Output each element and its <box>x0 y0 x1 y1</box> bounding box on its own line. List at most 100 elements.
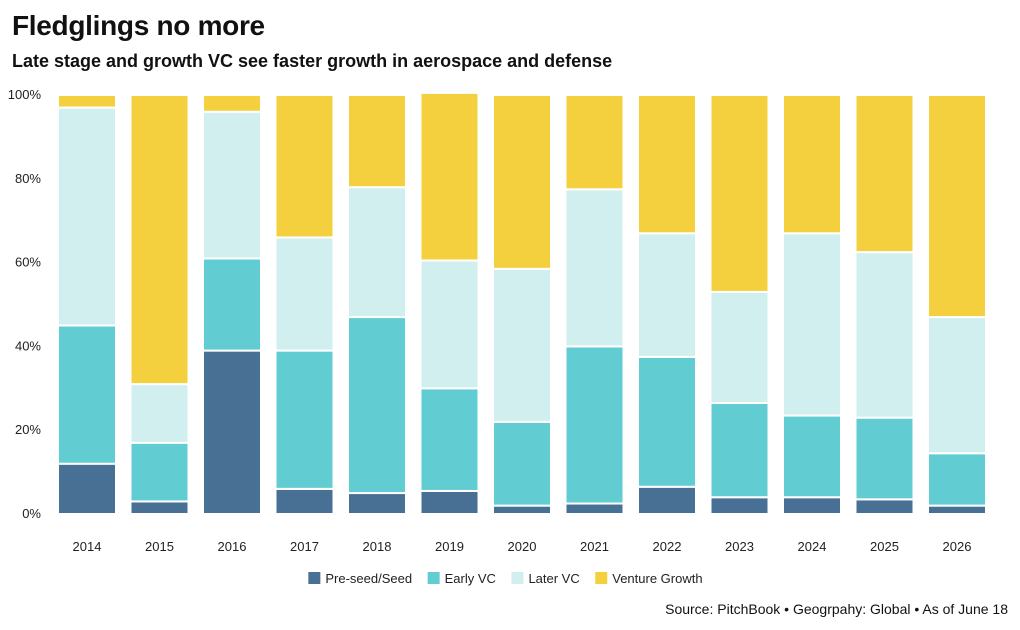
bar-stack-2015 <box>129 94 190 515</box>
bar-stack-2019 <box>419 91 480 515</box>
y-tick-label: 20% <box>15 422 41 437</box>
bar-segment-early-vc <box>492 420 552 507</box>
bar-segment-pre-seed-seed <box>129 500 190 515</box>
y-tick-label: 0% <box>22 506 41 521</box>
bar-segment-later-vc <box>57 106 117 327</box>
legend: Pre-seed/Seed Early VC Later VC Venture Gro… <box>308 571 703 586</box>
bar-segment-pre-seed-seed <box>202 349 262 515</box>
bar-segment-early-vc <box>202 257 262 352</box>
bar-stack-2021 <box>564 94 625 515</box>
bar-segment-later-vc <box>492 267 552 423</box>
bar-segment-early-vc <box>129 441 190 503</box>
legend-item: Venture Growth <box>595 571 703 586</box>
bar-segment-early-vc <box>637 355 697 488</box>
chart-subtitle: Late stage and growth VC see faster grow… <box>12 51 613 71</box>
legend-item: Early VC <box>427 571 496 586</box>
bar-segment-venture-growth <box>927 94 987 319</box>
bar-segment-early-vc <box>57 324 117 465</box>
bar-segment-early-vc <box>274 349 335 490</box>
x-tick-label: 2019 <box>435 539 464 554</box>
y-tick-label: 80% <box>15 171 41 186</box>
x-tick-label: 2026 <box>943 539 972 554</box>
y-tick-label: 40% <box>15 338 41 353</box>
y-axis: 0% 20% 40% 60% 80% 100% <box>8 87 42 521</box>
bar-segment-later-vc <box>564 188 625 348</box>
x-tick-label: 2014 <box>73 539 102 554</box>
x-tick-label: 2022 <box>653 539 682 554</box>
bar-segment-pre-seed-seed <box>782 496 842 515</box>
legend-swatch <box>595 572 608 584</box>
bar-segment-later-vc <box>202 110 262 260</box>
x-tick-label: 2015 <box>145 539 174 554</box>
bar-segment-later-vc <box>129 383 190 444</box>
x-tick-label: 2016 <box>218 539 247 554</box>
x-tick-label: 2024 <box>798 539 827 554</box>
x-tick-label: 2018 <box>363 539 392 554</box>
x-tick-label: 2025 <box>870 539 899 554</box>
bar-segment-venture-growth <box>347 94 407 189</box>
legend-swatch <box>427 572 440 584</box>
bar-segment-pre-seed-seed <box>419 489 480 515</box>
bar-segment-pre-seed-seed <box>564 502 625 515</box>
bar-segment-venture-growth <box>782 94 842 235</box>
bar-segment-venture-growth <box>637 94 697 235</box>
legend-item: Pre-seed/Seed <box>308 571 412 586</box>
legend-label: Early VC <box>445 571 496 586</box>
bar-segment-pre-seed-seed <box>492 504 552 515</box>
source-note: Source: PitchBook • Geogrpahy: Global • … <box>665 601 1008 617</box>
bar-segment-venture-growth <box>419 91 480 262</box>
y-tick-label: 60% <box>15 255 41 270</box>
bar-segment-later-vc <box>347 186 407 319</box>
bar-stack-2017 <box>274 94 335 515</box>
bars <box>57 91 987 516</box>
bar-segment-early-vc <box>347 316 407 495</box>
bar-segment-early-vc <box>709 401 770 499</box>
bar-stack-2022 <box>637 94 697 516</box>
bar-segment-pre-seed-seed <box>927 504 987 515</box>
y-tick-label: 100% <box>8 87 42 102</box>
bar-segment-early-vc <box>419 387 480 492</box>
bar-stack-2018 <box>347 94 407 515</box>
bar-segment-early-vc <box>564 345 625 505</box>
bar-segment-venture-growth <box>274 94 335 239</box>
bar-segment-pre-seed-seed <box>347 492 407 515</box>
bar-segment-later-vc <box>854 251 915 419</box>
bar-segment-pre-seed-seed <box>57 462 117 515</box>
bar-segment-venture-growth <box>202 94 262 113</box>
bar-stack-2014 <box>57 94 117 515</box>
bar-segment-later-vc <box>782 232 842 417</box>
bar-stack-2024 <box>782 94 842 515</box>
legend-swatch <box>308 572 321 584</box>
bar-stack-2016 <box>202 94 262 515</box>
bar-segment-later-vc <box>927 316 987 455</box>
bar-stack-2026 <box>927 94 987 515</box>
x-tick-label: 2017 <box>290 539 319 554</box>
bar-segment-early-vc <box>854 416 915 501</box>
bar-segment-venture-growth <box>854 94 915 254</box>
bar-segment-pre-seed-seed <box>637 485 697 516</box>
legend-label: Later VC <box>528 571 579 586</box>
x-tick-label: 2021 <box>580 539 609 554</box>
legend-swatch <box>511 572 524 584</box>
bar-segment-pre-seed-seed <box>709 496 770 515</box>
x-axis: 2014 2015 2016 2017 2018 2019 2020 2021 2022 2023… <box>73 539 972 554</box>
bar-segment-later-vc <box>419 259 480 390</box>
bar-segment-venture-growth <box>564 94 625 191</box>
bar-segment-early-vc <box>782 414 842 499</box>
bar-stack-2023 <box>709 94 770 515</box>
bar-segment-pre-seed-seed <box>854 498 915 515</box>
bar-segment-venture-growth <box>129 94 190 386</box>
bar-segment-pre-seed-seed <box>274 487 335 515</box>
bar-segment-venture-growth <box>492 94 552 270</box>
bar-stack-2025 <box>854 94 915 515</box>
bar-segment-later-vc <box>637 232 697 358</box>
x-tick-label: 2020 <box>508 539 537 554</box>
bar-segment-venture-growth <box>709 94 770 293</box>
bar-segment-later-vc <box>274 236 335 352</box>
legend-label: Pre-seed/Seed <box>325 571 412 586</box>
bar-stack-2020 <box>492 94 552 515</box>
chart-title: Fledglings no more <box>12 10 265 41</box>
bar-segment-venture-growth <box>57 94 117 109</box>
